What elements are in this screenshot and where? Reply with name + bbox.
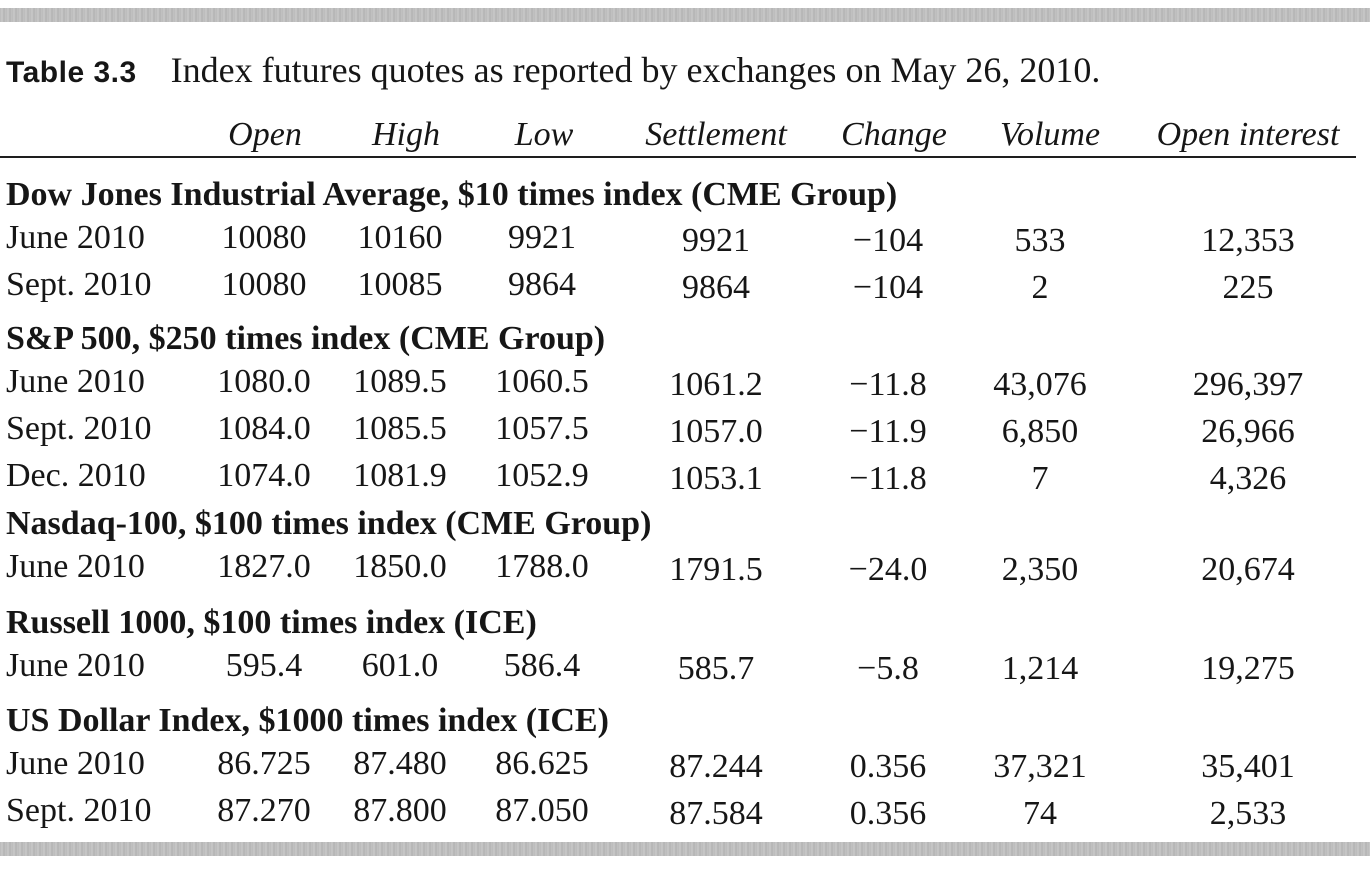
cell-low: 86.625	[495, 745, 589, 782]
column-header: Change	[841, 116, 947, 153]
cell-volume: 1,214	[1001, 650, 1079, 687]
cell-settlement: 87.244	[669, 748, 763, 785]
cell-high: 1085.5	[353, 410, 447, 447]
cell-low: 1788.0	[495, 548, 589, 585]
cell-open-interest: 20,674	[1201, 551, 1295, 588]
column-header: Volume	[999, 116, 1101, 153]
column-header: Settlement	[645, 116, 787, 153]
cell-high: 1081.9	[353, 457, 447, 494]
cell-low: 9921	[508, 219, 576, 256]
cell-settlement: 9921	[682, 222, 750, 259]
cell-settlement: 1061.2	[669, 366, 763, 403]
column-header: Open interest	[1156, 116, 1340, 153]
cell-open: 86.725	[217, 745, 311, 782]
cell-volume: 6,850	[1001, 413, 1079, 450]
cell-low: 586.4	[503, 647, 581, 684]
cell-open-interest: 26,966	[1201, 413, 1295, 450]
cell-open: 10080	[221, 219, 307, 256]
cell-high: 10085	[357, 266, 443, 303]
cell-volume: 533	[1014, 222, 1066, 259]
contract-month: Sept. 2010	[6, 792, 152, 829]
group-title: Russell 1000, $100 times index (ICE)	[6, 604, 537, 641]
table-row: June 2010 595.4 601.0 586.4 585.7 −5.8 1,214 19…	[0, 644, 1370, 688]
cell-volume: 2,350	[1001, 551, 1079, 588]
cell-high: 10160	[357, 219, 443, 256]
group-title: Dow Jones Industrial Average, $10 times …	[6, 176, 898, 213]
cell-settlement: 9864	[682, 269, 750, 306]
table-row: Sept. 2010 87.270 87.800 87.050 87.584 0.356 7…	[0, 789, 1370, 833]
contract-month: June 2010	[6, 548, 145, 585]
cell-high: 1850.0	[353, 548, 447, 585]
cell-low: 1052.9	[495, 457, 589, 494]
bottom-page-band	[0, 842, 1370, 856]
cell-low: 1060.5	[495, 363, 589, 400]
cell-change: 0.356	[849, 748, 927, 785]
cell-change: −104	[852, 222, 924, 259]
group-title: US Dollar Index, $1000 times index (ICE)	[6, 702, 609, 739]
contract-month: Dec. 2010	[6, 457, 146, 494]
cell-volume: 43,076	[993, 366, 1087, 403]
cell-open: 10080	[221, 266, 307, 303]
table-caption: Table 3.3 Index futures quotes as reporte…	[6, 48, 1100, 95]
cell-change: −11.9	[849, 413, 927, 450]
cell-open-interest: 12,353	[1201, 222, 1295, 259]
cell-open: 1074.0	[217, 457, 311, 494]
table-row: Dec. 2010 1074.0 1081.9 1052.9 1053.1 −11.8 7 4…	[0, 454, 1370, 498]
cell-settlement: 1791.5	[669, 551, 763, 588]
contract-month: Sept. 2010	[6, 410, 152, 447]
column-header: Low	[514, 116, 574, 153]
table-number: Table 3.3	[6, 56, 137, 89]
table-row: June 2010 1827.0 1850.0 1788.0 1791.5 −24.0 2,…	[0, 545, 1370, 589]
cell-change: −5.8	[857, 650, 919, 687]
contract-month: Sept. 2010	[6, 266, 152, 303]
cell-change: −104	[852, 269, 924, 306]
contract-month: June 2010	[6, 363, 145, 400]
cell-change: −11.8	[849, 460, 927, 497]
table-row: June 2010 86.725 87.480 86.625 87.244 0.356 37…	[0, 742, 1370, 786]
cell-open-interest: 19,275	[1201, 650, 1295, 687]
cell-high: 601.0	[361, 647, 439, 684]
cell-open: 1827.0	[217, 548, 311, 585]
contract-month: June 2010	[6, 219, 145, 256]
column-header: High	[372, 116, 440, 153]
cell-settlement: 585.7	[677, 650, 755, 687]
cell-volume: 74	[1023, 795, 1057, 832]
caption-text: Index futures quotes as reported by exch…	[170, 50, 1101, 90]
cell-open-interest: 225	[1222, 269, 1274, 306]
cell-high: 87.800	[353, 792, 447, 829]
contract-month: June 2010	[6, 647, 145, 684]
cell-open-interest: 4,326	[1209, 460, 1287, 497]
cell-low: 1057.5	[495, 410, 589, 447]
cell-open: 1084.0	[217, 410, 311, 447]
cell-change: −24.0	[848, 551, 928, 588]
group-title: S&P 500, $250 times index (CME Group)	[6, 320, 606, 357]
table-row: Sept. 2010 10080 10085 9864 9864 −104 2 225	[0, 263, 1370, 307]
cell-high: 1089.5	[353, 363, 447, 400]
cell-volume: 7	[1031, 460, 1049, 497]
cell-open-interest: 35,401	[1201, 748, 1295, 785]
cell-low: 9864	[508, 266, 576, 303]
cell-low: 87.050	[495, 792, 589, 829]
table-row: June 2010 1080.0 1089.5 1060.5 1061.2 −11.8 43…	[0, 360, 1370, 404]
cell-open: 595.4	[225, 647, 303, 684]
cell-change: 0.356	[849, 795, 927, 832]
cell-settlement: 1057.0	[669, 413, 763, 450]
contract-month: June 2010	[6, 745, 145, 782]
cell-open: 87.270	[217, 792, 311, 829]
cell-open-interest: 296,397	[1192, 366, 1304, 403]
table-row: June 2010 10080 10160 9921 9921 −104 533 12,353	[0, 216, 1370, 260]
top-page-band	[0, 8, 1370, 22]
cell-change: −11.8	[849, 366, 927, 403]
cell-open-interest: 2,533	[1209, 795, 1287, 832]
cell-volume: 37,321	[993, 748, 1087, 785]
header-rule	[0, 156, 1356, 158]
cell-settlement: 87.584	[669, 795, 763, 832]
table-row: Sept. 2010 1084.0 1085.5 1057.5 1057.0 −11.9 6…	[0, 407, 1370, 451]
cell-settlement: 1053.1	[669, 460, 763, 497]
cell-open: 1080.0	[217, 363, 311, 400]
column-header: Open	[228, 116, 302, 153]
cell-volume: 2	[1031, 269, 1049, 306]
cell-high: 87.480	[353, 745, 447, 782]
group-title: Nasdaq-100, $100 times index (CME Group)	[6, 505, 652, 542]
